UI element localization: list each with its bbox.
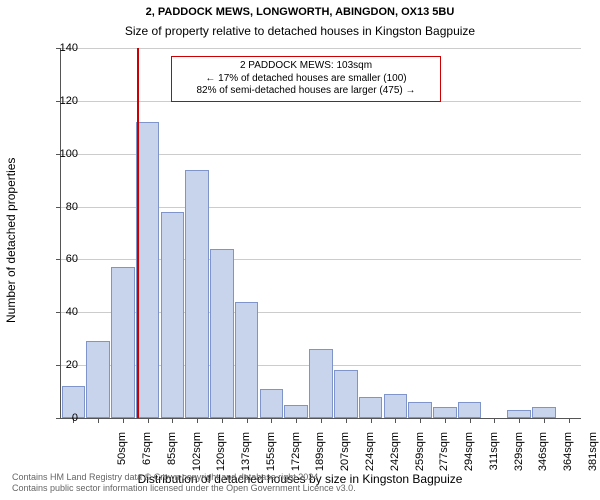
chart-subtitle: Size of property relative to detached ho… xyxy=(0,24,600,38)
x-tick-mark xyxy=(395,418,396,423)
x-tick-mark xyxy=(420,418,421,423)
annotation-line: 2 PADDOCK MEWS: 103sqm xyxy=(178,60,434,73)
copyright-line1: Contains HM Land Registry data © Crown c… xyxy=(12,472,356,483)
chart-container: 2, PADDOCK MEWS, LONGWORTH, ABINGDON, OX… xyxy=(0,0,600,500)
histogram-bar xyxy=(161,212,185,418)
annotation-box: 2 PADDOCK MEWS: 103sqm← 17% of detached … xyxy=(171,56,441,102)
y-axis-label: Number of detached properties xyxy=(4,158,18,323)
histogram-bar xyxy=(86,341,110,418)
copyright-text: Contains HM Land Registry data © Crown c… xyxy=(12,472,356,494)
x-tick-mark xyxy=(197,418,198,423)
x-tick-mark xyxy=(519,418,520,423)
x-tick-mark xyxy=(148,418,149,423)
x-tick-mark xyxy=(544,418,545,423)
y-tick-label: 120 xyxy=(44,95,78,107)
copyright-line2: Contains public sector information licen… xyxy=(12,483,356,494)
histogram-bar xyxy=(334,370,358,418)
histogram-bar xyxy=(408,402,432,418)
x-tick-mark xyxy=(569,418,570,423)
x-tick-mark xyxy=(371,418,372,423)
x-tick-mark xyxy=(98,418,99,423)
annotation-line: ← 17% of detached houses are smaller (10… xyxy=(178,73,434,86)
annotation-line: 82% of semi-detached houses are larger (… xyxy=(178,85,434,98)
y-tick-label: 100 xyxy=(44,148,78,160)
histogram-bar xyxy=(210,249,234,418)
x-tick-mark xyxy=(172,418,173,423)
y-tick-label: 20 xyxy=(44,359,78,371)
histogram-bar xyxy=(111,267,135,418)
y-tick-label: 0 xyxy=(44,412,78,424)
histogram-bar xyxy=(384,394,408,418)
y-tick-label: 40 xyxy=(44,306,78,318)
histogram-bar xyxy=(185,170,209,418)
x-tick-mark xyxy=(247,418,248,423)
x-tick-mark xyxy=(296,418,297,423)
y-tick-label: 80 xyxy=(44,201,78,213)
histogram-bar xyxy=(284,405,308,418)
histogram-bar xyxy=(458,402,482,418)
plot-area: 50sqm67sqm85sqm102sqm120sqm137sqm155sqm1… xyxy=(60,48,581,419)
marker-line xyxy=(137,48,139,418)
x-tick-mark xyxy=(445,418,446,423)
x-tick-mark xyxy=(346,418,347,423)
histogram-bar xyxy=(359,397,383,418)
chart-title: 2, PADDOCK MEWS, LONGWORTH, ABINGDON, OX… xyxy=(0,6,600,18)
x-tick-mark xyxy=(321,418,322,423)
x-tick-mark xyxy=(271,418,272,423)
histogram-bar xyxy=(235,302,259,418)
y-tick-label: 60 xyxy=(44,253,78,265)
x-tick-mark xyxy=(222,418,223,423)
histogram-bar xyxy=(309,349,333,418)
y-tick-label: 140 xyxy=(44,42,78,54)
x-tick-mark xyxy=(123,418,124,423)
x-tick-mark xyxy=(470,418,471,423)
histogram-bar xyxy=(136,122,160,418)
x-tick-mark xyxy=(494,418,495,423)
histogram-bar xyxy=(260,389,284,418)
histogram-bar xyxy=(532,407,556,418)
histogram-bar xyxy=(507,410,531,418)
histogram-bar xyxy=(433,407,457,418)
